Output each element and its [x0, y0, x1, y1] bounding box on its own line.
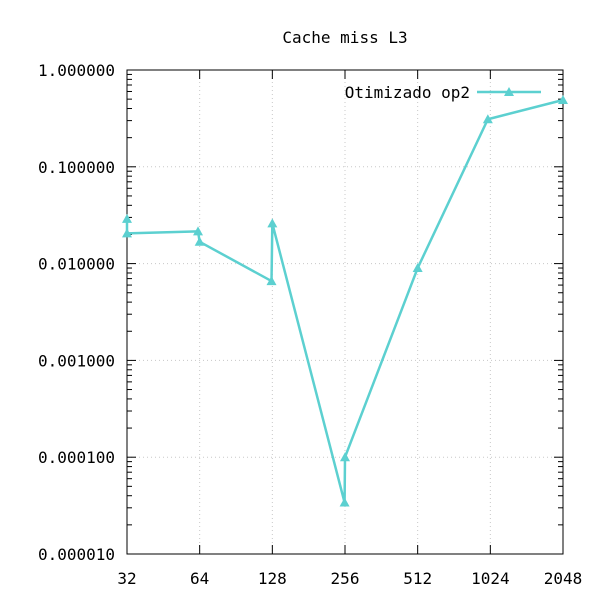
x-tick-label: 32	[117, 569, 136, 588]
x-tick-label: 512	[403, 569, 432, 588]
data-point	[193, 226, 204, 236]
x-tick-label: 128	[258, 569, 287, 588]
x-tick-label: 64	[190, 569, 209, 588]
data-point	[412, 263, 423, 273]
data-point	[194, 236, 205, 246]
data-point	[122, 213, 132, 223]
y-tick-label: 1.000000	[38, 61, 115, 80]
data-point	[267, 218, 278, 228]
x-tick-label: 256	[331, 569, 360, 588]
data-point	[340, 452, 350, 462]
x-tick-label: 1024	[471, 569, 510, 588]
legend-label: Otimizado op2	[345, 83, 470, 102]
legend-marker	[504, 87, 514, 96]
data-point	[558, 94, 568, 104]
y-tick-label: 0.001000	[38, 351, 115, 370]
series-layer	[122, 94, 568, 507]
data-point	[339, 497, 350, 507]
grid	[127, 70, 563, 554]
y-tick-label: 0.010000	[38, 255, 115, 274]
x-tick-label: 2048	[544, 569, 583, 588]
y-tick-label: 0.100000	[38, 158, 115, 177]
data-point	[122, 228, 132, 238]
chart-title: Cache miss L3	[282, 28, 407, 47]
data-point	[266, 276, 277, 286]
y-tick-label: 0.000010	[38, 545, 115, 564]
data-point	[482, 114, 493, 124]
axes: 1.000000 0.100000 0.010000 0.001000 0.000100…	[38, 61, 582, 588]
legend: Otimizado op2	[345, 83, 541, 102]
y-tick-label: 0.000100	[38, 448, 115, 467]
